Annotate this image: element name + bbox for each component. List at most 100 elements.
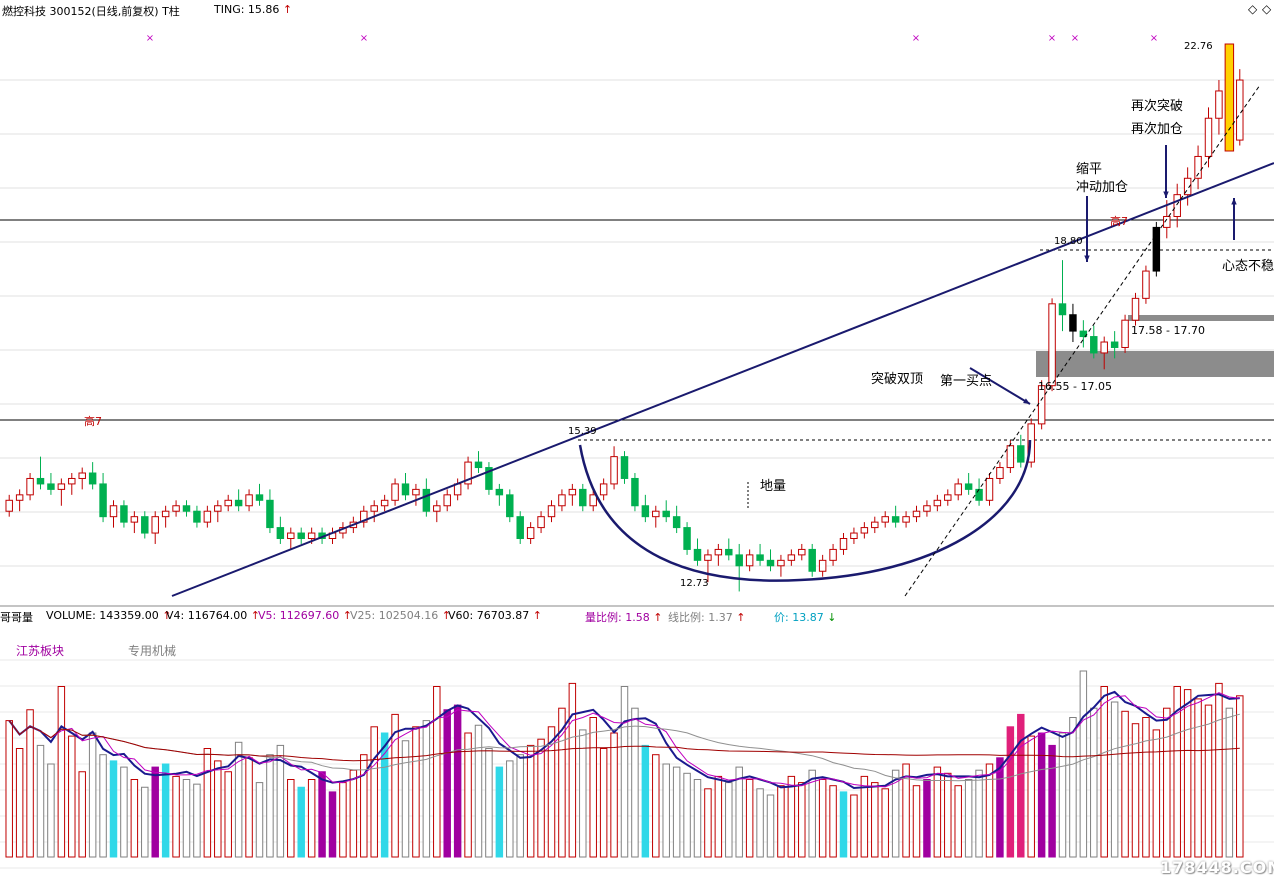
annotation-again-add: 再次加仓 <box>1131 122 1184 137</box>
volume-bar <box>777 785 785 858</box>
sector-region: 江苏板块 <box>16 644 65 658</box>
jia-value: 价: 13.87 ↓ <box>774 611 837 624</box>
candle-body <box>1027 423 1035 463</box>
volume-bar <box>328 791 337 858</box>
volume-bar <box>641 744 650 858</box>
volume-bar <box>923 779 931 858</box>
volume-bar <box>620 686 629 858</box>
arrow-mindset <box>1231 198 1237 205</box>
volume-bar <box>547 726 556 858</box>
candle-body <box>777 559 785 567</box>
volume-bar <box>141 786 149 858</box>
volume-bar <box>370 726 378 858</box>
volume-bar <box>1100 686 1108 858</box>
candle-body <box>902 516 910 523</box>
candle-body <box>954 483 962 496</box>
candle-body <box>912 510 921 518</box>
high7-right-label: 高7 <box>1110 215 1128 228</box>
volume-bar <box>47 763 55 858</box>
volume-bar <box>182 779 191 858</box>
candle-body <box>297 532 305 540</box>
candle-body <box>172 505 180 512</box>
dashed-trend <box>904 84 1261 597</box>
candle-body <box>766 559 775 567</box>
candle-body <box>808 548 816 572</box>
volume-bar <box>109 760 118 858</box>
candle-body <box>287 532 295 540</box>
candle-body <box>787 554 796 561</box>
volume-bar <box>433 686 441 858</box>
volume-bar <box>787 775 796 858</box>
candle-body <box>109 505 118 518</box>
volume-bar <box>766 794 775 858</box>
volume-bar <box>57 686 66 858</box>
volume-bar <box>1037 732 1046 858</box>
volume-value: VOLUME: 143359.00 ↑ <box>46 609 172 622</box>
v4-value: V4: 116764.00 ↑ <box>166 609 260 622</box>
volume-bar <box>902 763 910 858</box>
range-label-1655: 16.55 - 17.05 <box>1038 380 1112 393</box>
candle-body <box>1142 270 1150 299</box>
volume-bar <box>933 766 942 858</box>
volume-bar <box>1173 686 1181 858</box>
support-box <box>1128 315 1274 321</box>
candle-body <box>714 548 723 556</box>
liangbili-value: 量比例: 1.58 ↑ <box>585 611 663 624</box>
candle-body <box>120 505 128 523</box>
candle-body <box>975 488 983 501</box>
volume-bar <box>1048 744 1056 858</box>
highlight-candle <box>1224 43 1235 152</box>
volume-bar <box>401 740 410 858</box>
volume-bar <box>485 748 493 858</box>
volume-bar <box>1225 707 1234 858</box>
v25-value: V25: 102504.16 ↑ <box>350 609 451 622</box>
candle-body <box>798 548 806 556</box>
candle-body <box>923 505 931 512</box>
candle-body <box>1017 445 1025 463</box>
candle-body <box>36 477 45 485</box>
candle-body <box>704 554 712 561</box>
volume-bar <box>871 782 879 858</box>
candle-body <box>1131 297 1140 321</box>
volume-bar <box>1194 698 1202 858</box>
volume-bar <box>339 782 347 858</box>
candle-body <box>1048 303 1056 387</box>
diamond-icon[interactable]: ◇ <box>1248 2 1258 16</box>
annotation-first-buy-point: 第一买点 <box>940 374 993 389</box>
volume-bar <box>652 754 660 858</box>
candle-body <box>234 499 243 507</box>
candle-body <box>141 516 149 534</box>
volume-bar <box>203 748 212 858</box>
volume-bar <box>412 726 420 858</box>
volume-bar <box>725 782 733 858</box>
volume-bar <box>234 741 243 858</box>
top-marker: × <box>1048 33 1056 44</box>
top-marker: × <box>1071 33 1079 44</box>
range-label-1758: 17.58 - 17.70 <box>1131 324 1205 337</box>
sector-industry: 专用机械 <box>128 644 177 658</box>
candle-body <box>599 483 608 496</box>
candle-body <box>944 494 952 501</box>
volume-bar <box>151 766 159 858</box>
candle-body <box>26 477 34 496</box>
volume-bar <box>1131 723 1140 858</box>
volume-bar <box>798 782 806 858</box>
volume-bar <box>944 772 952 858</box>
volume-bar <box>120 766 128 858</box>
diamond-icon[interactable]: ◇ <box>1262 2 1272 16</box>
high7-left-label: 高7 <box>84 415 102 428</box>
candle-body <box>151 516 159 534</box>
volume-bar <box>1236 695 1244 858</box>
v5-value: V5: 112697.60 ↑ <box>258 609 352 622</box>
volume-bar <box>1163 707 1171 858</box>
volume-bar <box>850 794 858 858</box>
candle-body <box>516 516 524 540</box>
candle-body <box>464 461 472 485</box>
volume-bar <box>443 709 451 858</box>
volume-bar <box>506 760 514 858</box>
candle-body <box>78 472 86 479</box>
annotation-shrink: 缩平 <box>1076 162 1103 177</box>
candle-body <box>526 527 535 540</box>
candle-body <box>401 483 410 496</box>
